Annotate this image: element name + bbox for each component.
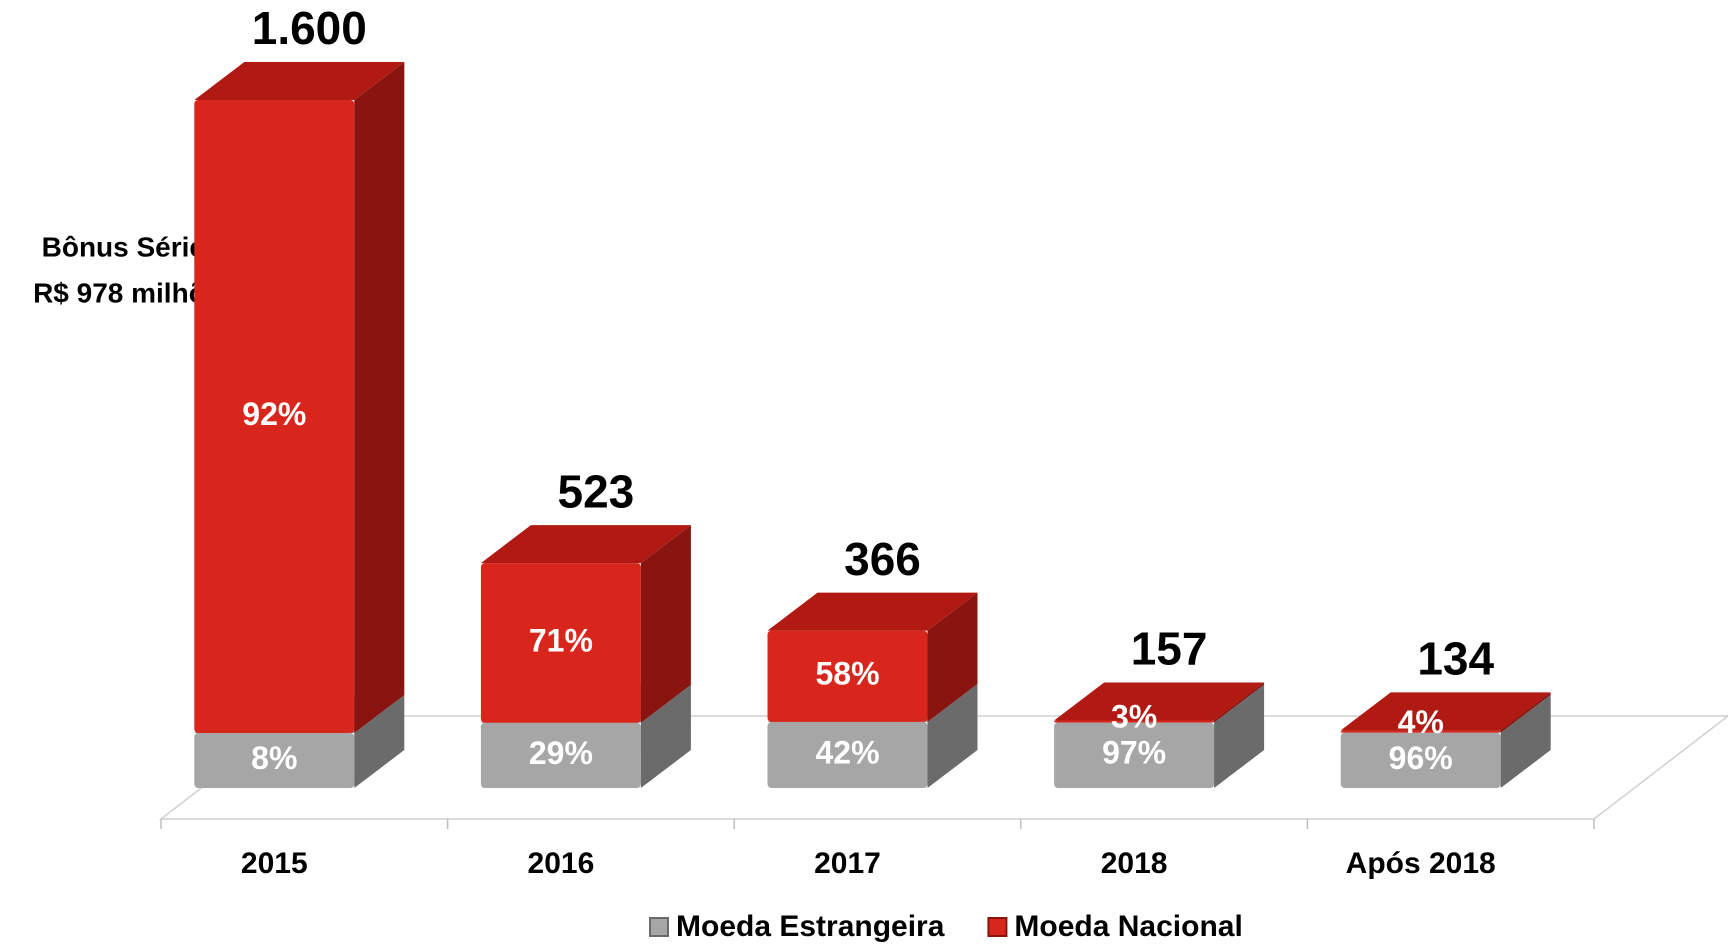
bar-side [1214,684,1265,788]
bar-side [640,525,691,723]
value-label: 71% [529,622,593,658]
value-label: 4% [1398,704,1444,740]
bar-segment [767,630,928,722]
bar-side [927,592,978,722]
bar-side [1214,682,1265,723]
legend-swatch [649,917,669,937]
x-tick-label: 2018 [1101,847,1168,880]
bar-segment [1054,722,1215,788]
total-label: 1.600 [252,2,367,54]
value-label: 42% [815,734,879,770]
bar-top [194,62,405,100]
bar-segment [1340,732,1501,788]
bar-segment [194,100,355,733]
x-tick-label: 2015 [241,847,308,880]
total-label: 157 [1131,623,1208,675]
bar-side [354,694,405,788]
legend-label: Moeda Nacional [1014,910,1242,943]
bar-segment [194,732,355,788]
value-label: 97% [1102,735,1166,771]
bar-side [1500,692,1551,733]
bar-side [640,684,691,788]
bar-side [927,683,978,788]
value-label: 3% [1111,699,1157,735]
bar-segment [480,722,641,788]
value-label: 29% [529,735,593,771]
bar-top [767,592,978,631]
bar-side [354,62,405,733]
value-label: 96% [1389,740,1453,776]
x-tick-label: 2017 [814,847,881,880]
legend-swatch [987,917,1008,937]
bar-side [1500,694,1551,788]
bar-segment [767,721,928,788]
bar-top [1054,682,1265,721]
x-tick-label: 2016 [528,847,595,880]
value-label: 92% [242,396,306,432]
value-label: 8% [251,740,297,776]
total-label: 134 [1417,633,1494,685]
bar-segment [480,563,641,723]
x-tick-label: Após 2018 [1346,847,1496,880]
legend-label: Moeda Estrangeira [676,910,945,943]
value-label: 58% [815,656,879,692]
total-label: 523 [558,465,635,517]
bar-top [480,525,691,564]
bar-segment [1054,720,1215,723]
bar-top [1340,692,1551,731]
bar-segment [1340,730,1501,733]
total-label: 366 [844,533,921,585]
